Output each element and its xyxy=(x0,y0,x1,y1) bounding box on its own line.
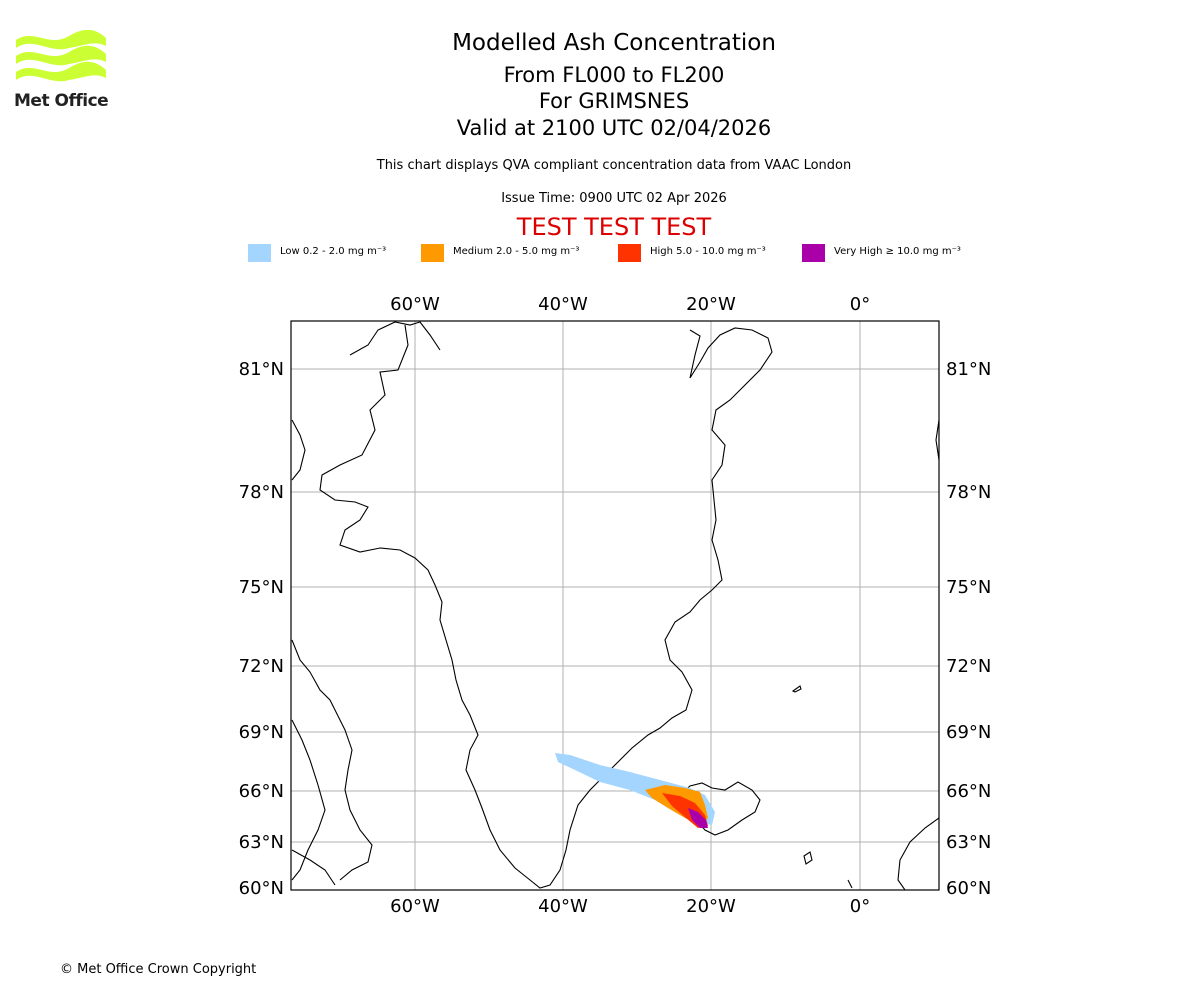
lat-label-right-72n: 72°N xyxy=(946,656,991,677)
ash-layers xyxy=(555,753,715,828)
lat-label-left-81n: 81°N xyxy=(239,359,284,380)
legend-swatch-very-high xyxy=(802,244,825,262)
jan-mayen-coastline xyxy=(791,685,802,693)
flight-level-range: From FL000 to FL200 xyxy=(503,63,725,87)
legend-label-medium: Medium 2.0 - 5.0 mg m⁻³ xyxy=(453,246,580,257)
map-frame xyxy=(290,320,940,891)
logo-text: Met Office xyxy=(14,91,109,111)
gridlines xyxy=(291,321,939,890)
legend-swatch-medium xyxy=(421,244,444,262)
lon-label-bottom-0: 0° xyxy=(850,896,870,917)
lat-label-left-72n: 72°N xyxy=(239,656,284,677)
lon-label-bottom-40w: 40°W xyxy=(538,896,588,917)
faroe-coastline xyxy=(803,851,813,865)
lat-label-right-60n: 60°N xyxy=(946,878,991,899)
volcano-name: For GRIMSNES xyxy=(538,89,690,113)
canada-coastline xyxy=(291,639,373,886)
lat-label-right-81n: 81°N xyxy=(946,359,991,380)
lon-label-top-20w: 20°W xyxy=(686,294,736,315)
legend-label-high: High 5.0 - 10.0 mg m⁻³ xyxy=(650,246,766,257)
lat-label-left-78n: 78°N xyxy=(239,482,284,503)
lon-label-bottom-20w: 20°W xyxy=(686,896,736,917)
lat-label-left-60n: 60°N xyxy=(239,878,284,899)
lat-label-right-75n: 75°N xyxy=(946,577,991,598)
copyright: © Met Office Crown Copyright xyxy=(60,962,257,977)
lat-label-left-69n: 69°N xyxy=(239,722,284,743)
legend-label-low: Low 0.2 - 2.0 mg m⁻³ xyxy=(280,246,387,257)
legend-swatch-low xyxy=(248,244,271,262)
lon-label-top-60w: 60°W xyxy=(390,294,440,315)
met-office-wave-icon xyxy=(16,29,106,82)
met-office-logo: Met Office xyxy=(14,29,109,112)
qva-note: This chart displays QVA compliant concen… xyxy=(376,158,852,173)
lat-label-right-78n: 78°N xyxy=(946,482,991,503)
chart-title: Modelled Ash Concentration xyxy=(452,30,776,56)
greenland-coastline xyxy=(291,321,773,889)
lon-label-bottom-60w: 60°W xyxy=(390,896,440,917)
valid-time: Valid at 2100 UTC 02/04/2026 xyxy=(456,116,772,140)
lat-label-left-63n: 63°N xyxy=(239,832,284,853)
issue-time: Issue Time: 0900 UTC 02 Apr 2026 xyxy=(501,191,727,206)
lat-label-right-66n: 66°N xyxy=(946,781,991,802)
lon-label-top-0: 0° xyxy=(850,294,870,315)
lat-label-left-66n: 66°N xyxy=(239,781,284,802)
test-banner: TEST TEST TEST xyxy=(516,213,712,241)
ash-very-high-region xyxy=(688,808,708,828)
legend-label-very-high: Very High ≥ 10.0 mg m⁻³ xyxy=(834,246,961,257)
lon-label-top-40w: 40°W xyxy=(538,294,588,315)
lat-label-left-75n: 75°N xyxy=(239,577,284,598)
lat-label-right-63n: 63°N xyxy=(946,832,991,853)
lat-label-right-69n: 69°N xyxy=(946,722,991,743)
legend-swatch-high xyxy=(618,244,641,262)
scandinavia-coastline xyxy=(847,419,939,890)
